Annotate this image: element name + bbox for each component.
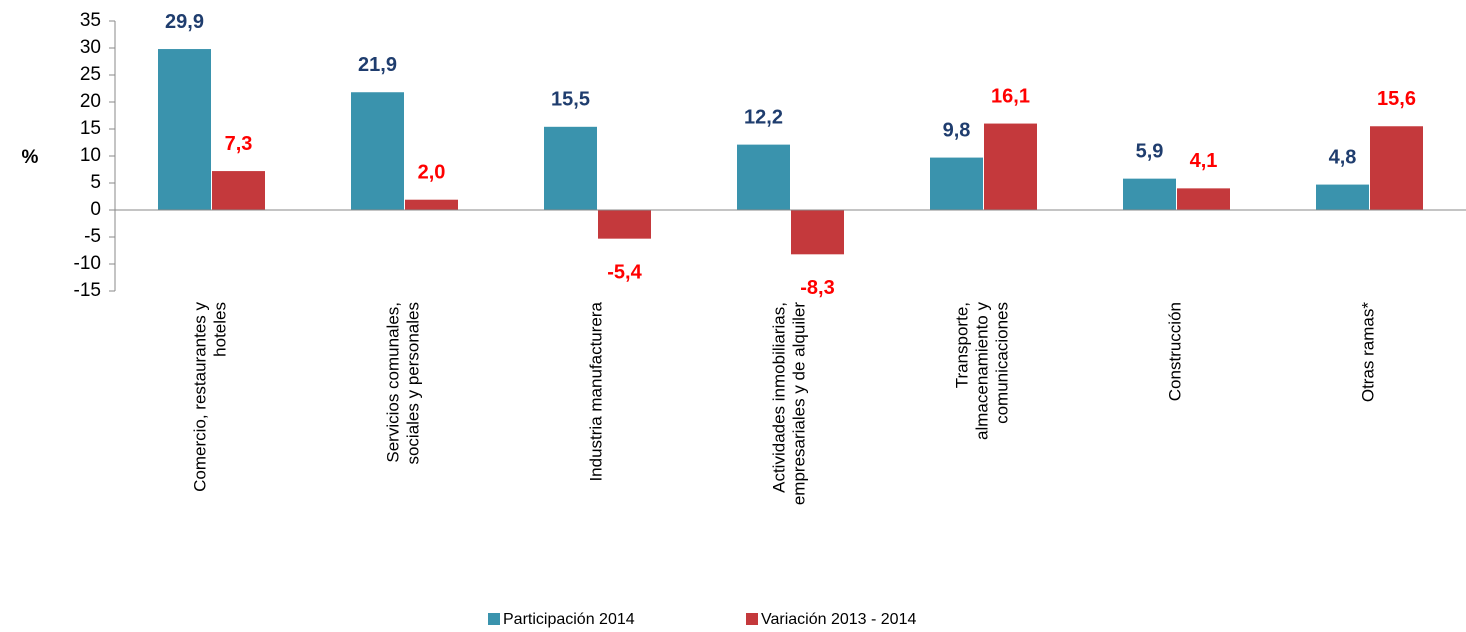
x-tick-label: Construcción xyxy=(1166,302,1185,401)
value-label: 7,3 xyxy=(225,133,253,155)
legend-label: Participación 2014 xyxy=(503,611,635,628)
bar xyxy=(157,48,212,211)
x-tick-label-line: Servicios comunales, xyxy=(384,302,403,463)
x-tick-label-line: Construcción xyxy=(1166,302,1185,401)
y-tick-label: 10 xyxy=(80,145,101,166)
value-label: -8,3 xyxy=(800,277,834,299)
bar xyxy=(790,209,845,256)
x-tick-label: Servicios comunales,sociales y personale… xyxy=(384,302,423,465)
bar xyxy=(404,198,459,211)
y-axis-label: % xyxy=(22,147,39,168)
bar xyxy=(929,156,984,211)
value-label: 4,1 xyxy=(1190,150,1218,172)
y-tick-label: -5 xyxy=(84,226,101,247)
x-tick-label-line: comunicaciones xyxy=(993,302,1012,424)
bar xyxy=(211,170,266,211)
value-label: 15,5 xyxy=(551,89,590,111)
bar xyxy=(543,125,598,211)
x-tick-label: Actividades inmobiliarias,empresariales … xyxy=(770,302,809,505)
x-tick-label-line: Comercio, restaurantes y xyxy=(191,302,210,492)
y-tick-label: 35 xyxy=(80,10,101,31)
x-tick-label: Otras ramas* xyxy=(1359,302,1378,403)
value-label: 9,8 xyxy=(943,119,971,141)
value-label: 16,1 xyxy=(991,85,1030,107)
y-tick-label: -10 xyxy=(74,253,101,274)
bar xyxy=(597,209,652,240)
x-tick-label: Transporte,almacenamiento ycomunicacione… xyxy=(953,302,1012,440)
value-label: 21,9 xyxy=(358,54,397,76)
bar xyxy=(1369,125,1424,211)
bar xyxy=(736,143,791,211)
y-tick-label: -15 xyxy=(74,280,101,301)
bar xyxy=(350,91,405,211)
value-label: 4,8 xyxy=(1329,146,1357,168)
x-tick-label: Comercio, restaurantes yhoteles xyxy=(191,302,230,492)
value-label: 12,2 xyxy=(744,106,783,128)
value-label: 29,9 xyxy=(165,11,204,33)
legend-swatch xyxy=(488,613,500,625)
y-tick-label: 5 xyxy=(90,172,101,193)
y-tick-label: 15 xyxy=(80,118,101,139)
value-label: 15,6 xyxy=(1377,88,1416,110)
bar xyxy=(1315,183,1370,211)
value-label: 2,0 xyxy=(418,161,446,183)
value-label: 5,9 xyxy=(1136,140,1164,162)
y-tick-label: 30 xyxy=(80,37,101,58)
bar xyxy=(1176,187,1231,211)
y-tick-label: 20 xyxy=(80,91,101,112)
x-tick-label-line: Actividades inmobiliarias, xyxy=(770,302,789,493)
x-tick-label-line: Transporte, xyxy=(953,302,972,388)
value-label: -5,4 xyxy=(607,261,642,283)
x-tick-label: Industria manufacturera xyxy=(587,301,606,481)
x-tick-label-line: Otras ramas* xyxy=(1359,302,1378,403)
x-tick-label-line: almacenamiento y xyxy=(973,302,992,440)
x-tick-label-line: Industria manufacturera xyxy=(587,301,606,481)
bar xyxy=(983,122,1038,211)
x-tick-label-line: empresariales y de alquiler xyxy=(790,302,809,505)
legend-swatch xyxy=(746,613,758,625)
x-tick-label-line: hoteles xyxy=(211,302,230,357)
y-tick-label: 0 xyxy=(90,199,101,220)
x-tick-label-line: sociales y personales xyxy=(404,302,423,465)
bar xyxy=(1122,177,1177,211)
legend-label: Variación 2013 - 2014 xyxy=(761,611,916,628)
y-tick-label: 25 xyxy=(80,64,101,85)
